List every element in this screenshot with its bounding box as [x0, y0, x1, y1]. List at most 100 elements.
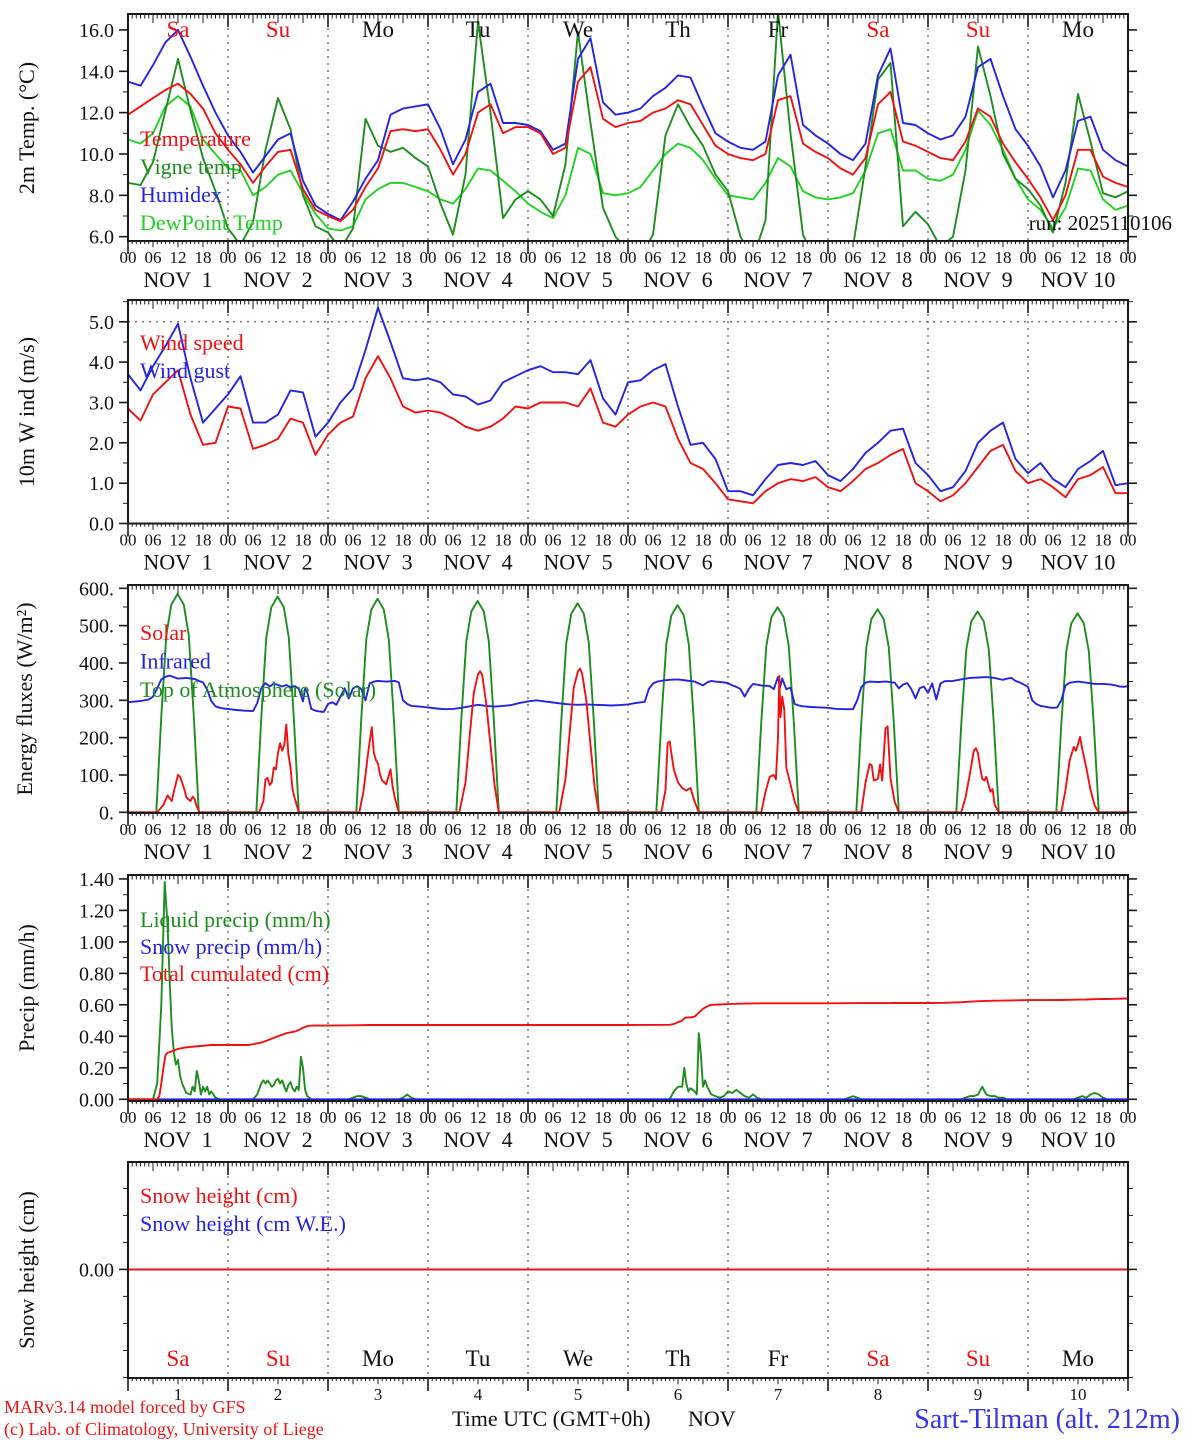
hour-label: 06 — [645, 248, 662, 267]
date-label: NOV 5 — [543, 550, 612, 575]
series-infrared-line — [128, 674, 1128, 713]
hour-label: 12 — [670, 1108, 687, 1127]
day-number-label: 1 — [174, 1385, 183, 1404]
ytick-label: 0.20 — [79, 1058, 114, 1080]
panel-temperature: 6.08.010.012.014.016.000 06 12 18 00 06 12 18 00… — [79, 13, 1137, 292]
hour-label: 00 — [420, 531, 437, 550]
series-top-of-atmosphere-solar-line — [128, 592, 1128, 813]
ytick-label: 0.40 — [79, 1026, 114, 1048]
ytick-label: 3.0 — [89, 392, 114, 414]
day-name-label: Mo — [362, 17, 394, 42]
date-label: NOV 1 — [143, 267, 212, 292]
hour-label: 00 — [120, 531, 137, 550]
date-label: NOV 4 — [443, 1127, 512, 1152]
ytick-label: 0.00 — [79, 1259, 114, 1281]
date-label: NOV 2 — [243, 1127, 312, 1152]
date-label: NOV 3 — [343, 550, 412, 575]
ytick-label: 1.20 — [79, 900, 114, 922]
hour-label: 00 — [220, 1108, 237, 1127]
hour-label: 06 — [545, 820, 562, 839]
hour-label: 06 — [545, 248, 562, 267]
hour-label: 00 — [820, 820, 837, 839]
y-axis-title-wind: 10m W ind (m/s) — [14, 337, 39, 487]
hour-label: 06 — [145, 248, 162, 267]
legend-snow-height-cm-: Snow height (cm) — [140, 1183, 298, 1208]
hour-labels: 00 06 12 18 00 06 12 18 00 06 12 18 00 06 12 18 00 06 12 18… — [120, 248, 1137, 267]
date-label: NOV 7 — [743, 267, 812, 292]
hour-label: 06 — [545, 1108, 562, 1127]
hour-label: 06 — [145, 820, 162, 839]
hour-label: 12 — [870, 248, 887, 267]
hour-label: 06 — [945, 820, 962, 839]
hour-label: 12 — [870, 531, 887, 550]
hour-label: 18 — [395, 1108, 412, 1127]
hour-label: 00 — [120, 248, 137, 267]
hour-label: 00 — [1020, 531, 1037, 550]
hour-label: 00 — [420, 820, 437, 839]
date-label: NOV 5 — [543, 267, 612, 292]
hour-label: 12 — [470, 531, 487, 550]
hour-label: 00 — [1120, 820, 1137, 839]
hour-label: 12 — [170, 531, 187, 550]
date-label: NOV 8 — [843, 1127, 912, 1152]
ytick-label: 600. — [79, 578, 114, 600]
hour-label: 00 — [220, 820, 237, 839]
date-label: NOV 7 — [743, 1127, 812, 1152]
hour-label: 00 — [820, 1108, 837, 1127]
day-name-label: Su — [266, 1346, 291, 1371]
date-label: NOV 9 — [943, 267, 1012, 292]
hour-label: 12 — [670, 531, 687, 550]
day-name-label: Mo — [362, 1346, 394, 1371]
hour-label: 18 — [695, 531, 712, 550]
panel-wind: 0.0 1.0 2.0 3.0 4.0 5.0 00 06 12 18 00 06 12 18 00 06 12… — [89, 299, 1137, 575]
ytick-label: 200. — [79, 728, 114, 750]
hour-label: 00 — [1020, 820, 1037, 839]
hour-label: 06 — [845, 1108, 862, 1127]
hour-label: 12 — [770, 820, 787, 839]
hour-label: 00 — [320, 531, 337, 550]
ytick-label: 6.0 — [89, 227, 114, 249]
day-name-label: Fr — [768, 1346, 789, 1371]
hour-label: 06 — [745, 1108, 762, 1127]
legend-snow-height-cm-w-e-: Snow height (cm W.E.) — [140, 1211, 346, 1236]
y-axis-title-energy: Energy fluxes (W/m²) — [12, 602, 37, 795]
day-name-label: Sa — [167, 1346, 190, 1371]
day-name-label: Su — [966, 17, 991, 42]
day-name-labels: Sa Su Mo Tu We Th Fr Sa Su Mo — [167, 1346, 1094, 1371]
ytick-label: 0.60 — [79, 995, 114, 1017]
day-name-label: Th — [665, 17, 691, 42]
day-name-label: Fr — [768, 17, 789, 42]
hour-label: 12 — [1070, 248, 1087, 267]
legend-liquid-precip-mm-h-: Liquid precip (mm/h) — [140, 907, 331, 932]
day-name-label: Sa — [867, 17, 890, 42]
hour-label: 00 — [620, 820, 637, 839]
footer-station-label: Sart-Tilman (alt. 212m) — [914, 1404, 1180, 1435]
run-label: run: 2025110106 — [1029, 211, 1172, 235]
series-temperature-line — [128, 66, 1128, 223]
hour-label: 00 — [1120, 248, 1137, 267]
y-axis-title-precip: Precip (mm/h) — [14, 924, 39, 1052]
series-dewpoint-temp-line — [128, 95, 1128, 232]
hour-label: 18 — [395, 248, 412, 267]
date-label: NOV 8 — [843, 267, 912, 292]
hour-label: 06 — [545, 531, 562, 550]
series-wind-speed-line — [128, 355, 1128, 505]
hour-label: 18 — [495, 820, 512, 839]
hour-label: 18 — [295, 1108, 312, 1127]
ytick-label: 1.00 — [79, 932, 114, 954]
date-label: NOV 1 — [143, 839, 212, 864]
hour-label: 18 — [495, 531, 512, 550]
hour-label: 00 — [520, 1108, 537, 1127]
panel-precip: 0.00 0.20 0.40 0.60 0.80 1.00 1.20 1.40 00 06 12 18… — [79, 869, 1137, 1152]
hour-label: 18 — [995, 820, 1012, 839]
hour-label: 18 — [595, 248, 612, 267]
hour-label: 00 — [720, 820, 737, 839]
hour-label: 12 — [670, 248, 687, 267]
hour-label: 00 — [1120, 531, 1137, 550]
hour-label: 00 — [120, 820, 137, 839]
hour-label: 12 — [870, 1108, 887, 1127]
date-label: NOV 4 — [443, 267, 512, 292]
date-labels: NOV 1 NOV 2 NOV 3 NOV 4 NOV 5 NOV 6 NOV 7 NOV 8… — [143, 550, 1115, 575]
hour-label: 12 — [370, 531, 387, 550]
